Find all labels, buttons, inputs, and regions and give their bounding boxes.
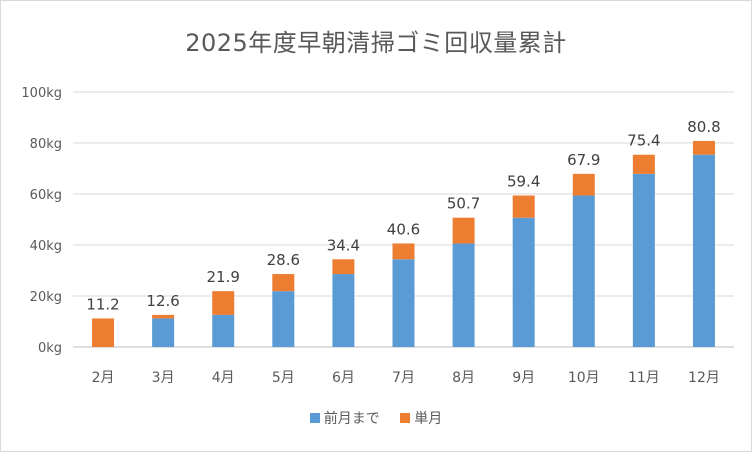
data-label-total: 75.4 [627,132,660,150]
bar-previous-months [572,195,595,347]
x-tick-label: 5月 [272,370,295,386]
bar-single-month [632,154,655,174]
data-label-total: 28.6 [267,251,300,269]
x-tick-label: 3月 [152,370,175,386]
data-label-total: 34.4 [327,236,360,254]
chart-legend: 前月まで 単月 [1,408,751,428]
data-label-total: 67.9 [567,151,600,169]
x-tick-label: 11月 [628,370,660,386]
data-label-total: 12.6 [146,292,179,310]
bar-previous-months [632,173,655,347]
y-tick-label: 0kg [38,341,62,356]
legend-swatch-single-month [400,413,411,423]
bar-previous-months [452,243,475,347]
legend-item-previous-months: 前月まで [309,408,380,428]
bar-single-month [512,195,535,218]
chart-title: 2025年度早朝清掃ゴミ回収量累計 [185,29,567,57]
data-label-total: 59.4 [507,173,540,191]
x-tick-label: 6月 [332,370,355,386]
bar-single-month [332,259,355,275]
bar-previous-months [152,318,175,347]
data-label-total: 80.8 [687,118,720,136]
bar-previous-months [332,274,355,347]
bar-single-month [392,243,415,260]
bar-single-month [452,217,475,244]
data-label-total: 21.9 [207,268,240,286]
data-label-total: 40.6 [387,220,420,238]
legend-swatch-previous-months [309,413,320,423]
x-tick-label: 9月 [512,370,535,386]
x-tick-label: 2月 [92,370,115,386]
y-tick-label: 60kg [30,188,62,203]
bar-previous-months [392,259,415,347]
bar-single-month [92,318,115,347]
bar-single-month [272,274,295,292]
x-tick-label: 12月 [688,370,720,386]
bar-single-month [212,291,235,315]
bar-previous-months [692,154,715,347]
data-label-total: 50.7 [447,195,480,213]
bar-previous-months [212,314,235,347]
data-label-total: 11.2 [86,295,119,313]
x-tick-label: 4月 [212,370,235,386]
y-tick-label: 40kg [30,239,62,254]
x-tick-label: 10月 [568,370,600,386]
x-tick-label: 7月 [392,370,415,386]
bar-single-month [692,140,715,155]
y-tick-label: 100kg [21,86,62,101]
legend-label-previous-months: 前月まで [323,411,380,427]
y-tick-label: 80kg [30,137,62,152]
legend-label-single-month: 単月 [414,411,443,427]
legend-item-single-month: 単月 [400,408,442,428]
y-tick-label: 20kg [30,290,62,305]
bar-single-month [152,314,175,319]
bar-previous-months [272,291,295,347]
bar-single-month [572,173,595,196]
x-tick-label: 8月 [452,370,475,386]
bar-previous-months [512,217,535,347]
